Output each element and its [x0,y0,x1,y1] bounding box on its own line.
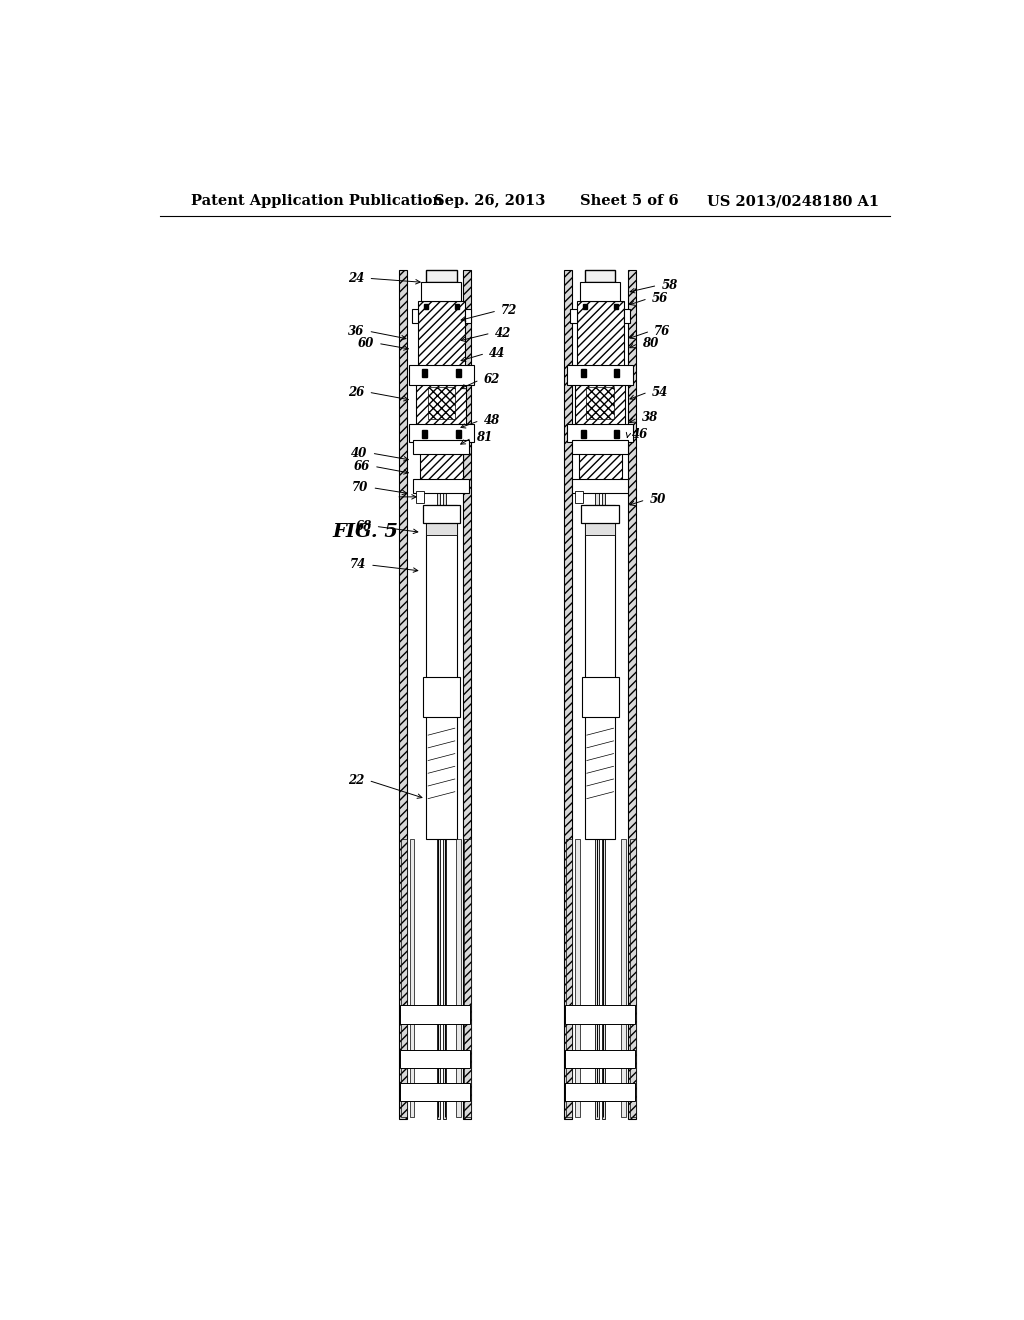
Text: 42: 42 [495,327,511,339]
Bar [572,440,628,454]
Text: 40: 40 [351,446,368,459]
Text: US 2013/0248180 A1: US 2013/0248180 A1 [708,194,880,209]
Text: Sheet 5 of 6: Sheet 5 of 6 [581,194,679,209]
Bar [583,304,587,309]
Bar [412,309,418,323]
Bar [582,506,620,523]
Bar [567,364,633,385]
Bar [416,491,424,503]
Bar [456,430,461,438]
Text: 80: 80 [642,337,658,350]
Text: 81: 81 [475,432,492,445]
Text: 54: 54 [652,385,668,399]
Bar [456,368,461,378]
Bar [400,1006,470,1023]
Bar [585,506,615,840]
Bar [418,301,465,367]
Bar [420,442,463,491]
Text: 56: 56 [652,292,668,305]
Bar [630,840,636,1117]
Bar [400,1049,470,1068]
Bar [613,304,617,309]
Bar [602,271,605,1119]
Bar [567,424,633,442]
Text: 38: 38 [641,411,657,424]
Bar [582,677,618,718]
Text: 44: 44 [489,347,505,360]
Bar [409,364,474,385]
Bar [426,521,457,536]
Bar [401,840,408,1117]
Bar [423,677,460,718]
Bar [414,479,469,492]
Text: Patent Application Publication: Patent Application Publication [191,194,443,209]
Text: 68: 68 [355,520,372,533]
Bar [428,387,456,420]
Bar [614,430,620,438]
Bar [417,367,467,440]
Bar [574,840,580,1117]
Bar [570,309,577,323]
Bar [587,387,614,420]
Bar [409,424,474,442]
Text: 62: 62 [483,374,500,387]
Bar [574,491,583,503]
Text: 60: 60 [357,337,374,350]
Text: 72: 72 [501,305,517,317]
Bar [465,840,471,1117]
Text: 26: 26 [348,385,365,399]
Bar [595,271,599,1119]
Bar [424,304,428,309]
Bar [423,506,461,523]
Text: 50: 50 [649,494,666,507]
Text: 74: 74 [350,558,367,572]
Bar [423,368,427,378]
Text: 70: 70 [352,482,369,494]
Bar [463,271,471,1119]
Text: Sep. 26, 2013: Sep. 26, 2013 [433,194,545,209]
Bar [577,301,624,367]
Bar [436,271,440,1119]
Text: 66: 66 [354,459,370,473]
Bar [582,430,586,438]
Bar [465,309,471,323]
Bar [422,282,462,301]
Bar [426,271,457,282]
Bar [565,1006,635,1023]
Bar [414,440,469,454]
Bar [614,368,620,378]
Bar [400,1082,470,1101]
Bar [624,309,630,323]
Text: 36: 36 [348,325,365,338]
Bar [399,271,408,1119]
Text: FIG. 5: FIG. 5 [333,524,398,541]
Bar [585,271,615,282]
Bar [566,840,572,1117]
Text: 22: 22 [348,774,365,787]
Bar [423,430,427,438]
Bar [585,521,615,536]
Text: 48: 48 [483,414,500,428]
Bar [575,367,626,440]
Bar [456,840,461,1117]
Bar [579,442,622,491]
Bar [572,479,628,492]
Text: 58: 58 [662,279,678,292]
Text: 46: 46 [632,429,648,441]
Bar [564,271,572,1119]
Bar [621,840,626,1117]
Bar [581,282,621,301]
Bar [443,271,446,1119]
Bar [410,840,415,1117]
Bar [455,304,459,309]
Text: 76: 76 [654,325,671,338]
Bar [582,368,586,378]
Bar [565,1049,635,1068]
Bar [565,1082,635,1101]
Bar [426,506,457,840]
Text: 24: 24 [348,272,365,285]
Bar [628,271,636,1119]
